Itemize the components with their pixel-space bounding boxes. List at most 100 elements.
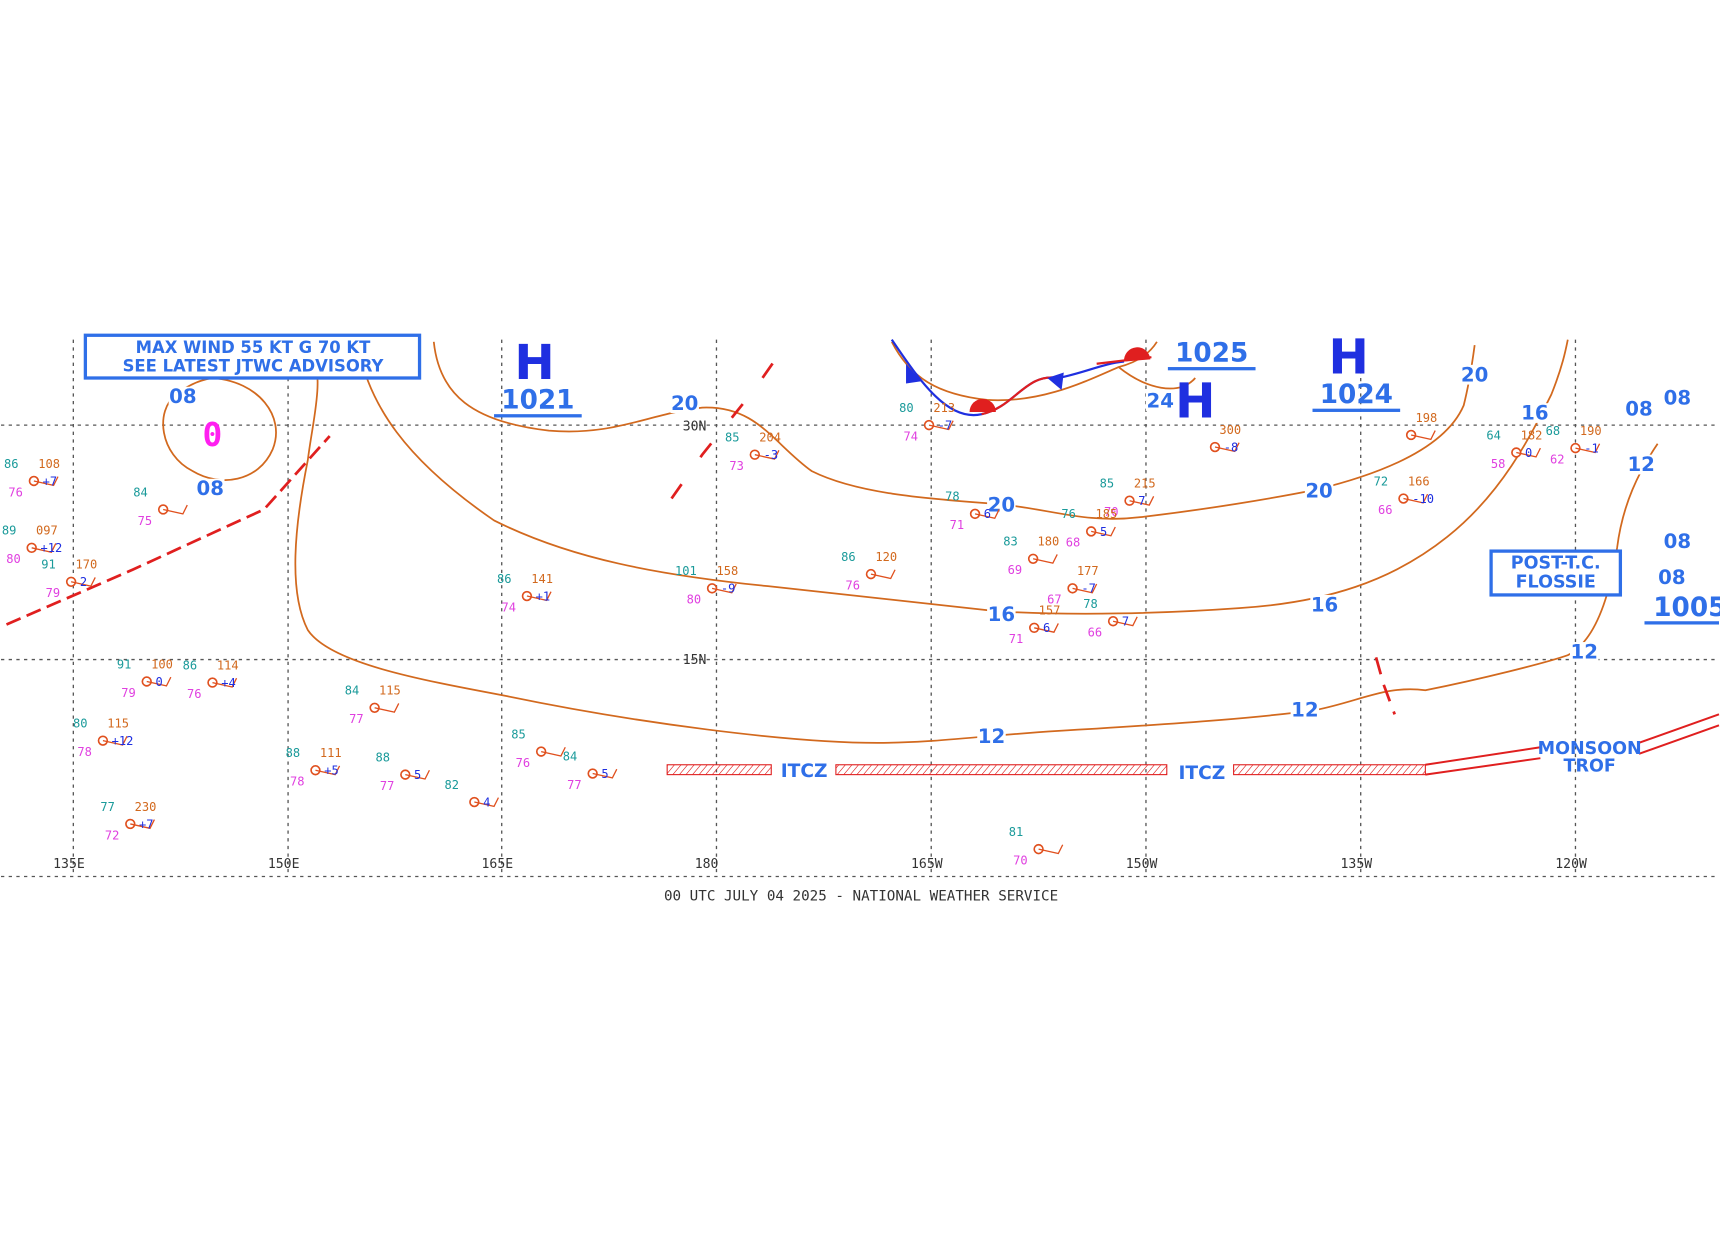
station-dewpoint: 66 [1088, 626, 1103, 640]
station-temp: 68 [1546, 424, 1561, 438]
longitude-label: 150W [1126, 857, 1158, 872]
station-temp: 84 [563, 749, 578, 763]
station-dewpoint: 80 [687, 593, 702, 607]
station-marker [157, 504, 169, 515]
station-temp: 85 [1100, 477, 1115, 491]
station-pressure: 111 [320, 746, 342, 760]
station-temp: 84 [345, 684, 360, 698]
station-dewpoint: 69 [1008, 563, 1023, 577]
advisory-box [83, 333, 422, 380]
station-temp: 91 [41, 558, 56, 572]
longitude-label: 180 [695, 857, 719, 872]
wind-barb [1091, 526, 1116, 537]
isobar-label: 20 [1305, 479, 1332, 502]
station-dewpoint: 68 [1066, 536, 1081, 550]
station-pressure: 300 [1219, 423, 1241, 437]
isobar-label: 08 [197, 477, 224, 500]
isobar-label: 16 [988, 603, 1015, 626]
isobar-label: 08 [1625, 397, 1652, 420]
wind-barb [592, 768, 618, 779]
wind-barb [70, 577, 96, 587]
station-dewpoint: 76 [845, 578, 860, 592]
station-tendency: -7 [938, 418, 953, 432]
isobar-label-bg [670, 393, 699, 414]
isobar-label-bg [1145, 391, 1175, 411]
station-temp: 86 [4, 457, 19, 471]
isobar-label-bg [1304, 480, 1334, 501]
station-tendency: +1 [536, 589, 551, 603]
station-tendency: 2 [80, 575, 87, 589]
footer: 00 UTC JULY 04 2025 - NATIONAL WEATHER S… [664, 889, 1058, 905]
wind-barb [754, 450, 780, 460]
station-temp: 78 [1083, 597, 1098, 611]
station-dewpoint: 80 [6, 552, 21, 566]
station-tendency: -1 [1584, 442, 1599, 456]
longitude-label: 165W [911, 857, 943, 872]
pressure-value: 1021 [501, 386, 574, 416]
station-dewpoint: 70 [1104, 505, 1119, 519]
station-tendency: 0 [1525, 446, 1532, 460]
isobar-label-bg [1569, 642, 1599, 662]
wind-barb [315, 765, 341, 776]
isobar-label-bg [987, 604, 1016, 625]
station-dewpoint: 62 [1550, 452, 1565, 466]
station-marker [1209, 441, 1221, 453]
wind-barb [1038, 844, 1064, 855]
isobar-label: 08 [1658, 566, 1685, 589]
station-marker [969, 508, 981, 520]
station-pressure: 166 [1408, 474, 1430, 488]
station-tendency: -10 [1412, 492, 1434, 506]
wind-barb [711, 583, 737, 594]
station-tendency: 7 [1138, 494, 1145, 508]
isobar-label: 20 [671, 392, 698, 415]
pressure-value: 1025 [1175, 339, 1248, 369]
latitude-label: 30N [683, 420, 707, 435]
station-tendency: +4 [221, 676, 236, 690]
wind-barb [928, 420, 954, 431]
isobar-label-bg [1657, 567, 1687, 588]
isobar-label-bg [977, 726, 1006, 747]
station-dewpoint: 71 [950, 518, 965, 532]
station-temp: 64 [1486, 428, 1501, 442]
station-marker [97, 735, 109, 746]
station-marker [26, 542, 37, 554]
station-dewpoint: 74 [501, 600, 516, 614]
isobar-label: 16 [1311, 593, 1338, 616]
station-pressure: 100 [151, 657, 173, 671]
station-dewpoint: 76 [516, 756, 531, 770]
station-tendency: +7 [139, 817, 154, 831]
fronts [5, 339, 1396, 715]
underline [1167, 367, 1256, 371]
wind-barb [974, 509, 1000, 519]
station-dewpoint: 67 [1047, 593, 1062, 607]
station-marker [65, 576, 77, 587]
station-temp: 80 [73, 717, 88, 731]
flossie-box [1489, 549, 1623, 597]
station-temp: 86 [841, 550, 856, 564]
isobar-label-bg [1310, 594, 1339, 615]
wind-barb [146, 676, 172, 687]
isobar-label-bg [1626, 454, 1656, 475]
isobar-label: 16 [1521, 402, 1548, 425]
wind-barb [1032, 554, 1058, 564]
station-tendency: -7 [1081, 582, 1096, 596]
station-tendency: 5 [1100, 525, 1107, 539]
station-tendency: 5 [601, 767, 608, 781]
station-pressure: 180 [1037, 535, 1059, 549]
station-pressure: 115 [379, 684, 401, 698]
wind-barb [1034, 623, 1059, 633]
wind-barb [1129, 496, 1155, 506]
isobar-label-bg [1520, 403, 1550, 423]
station-marker [369, 702, 380, 713]
wind-barb [130, 819, 155, 830]
station-pressure: 170 [76, 558, 98, 572]
station-tendency: 0 [155, 675, 162, 689]
station-tendency: -3 [764, 448, 779, 462]
station-temp: 89 [2, 524, 17, 538]
longitude-label: 150E [268, 857, 300, 872]
station-dewpoint: 58 [1491, 457, 1506, 471]
station-temp: 85 [511, 727, 526, 741]
station-tendency: 6 [984, 507, 991, 521]
underline [494, 414, 582, 418]
